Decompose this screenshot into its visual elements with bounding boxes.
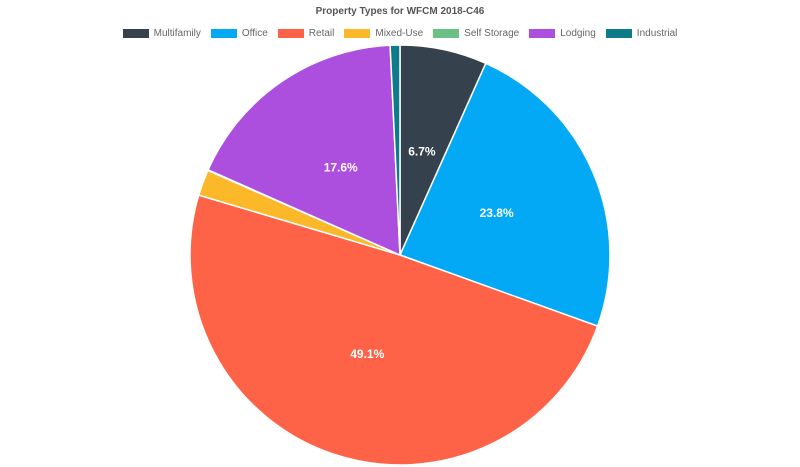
slice-data-label: 6.7% bbox=[408, 144, 436, 158]
legend-item[interactable]: Lodging bbox=[529, 28, 596, 39]
pie-slice-office[interactable] bbox=[398, 62, 611, 328]
legend-item[interactable]: Mixed-Use bbox=[344, 28, 423, 39]
slice-data-label: 23.8% bbox=[480, 206, 514, 220]
legend-item[interactable]: Self Storage bbox=[433, 28, 519, 39]
legend-item[interactable]: Retail bbox=[277, 28, 335, 39]
legend-label: Multifamily bbox=[153, 28, 201, 39]
legend-label: Industrial bbox=[636, 28, 678, 39]
legend-swatch bbox=[122, 29, 149, 38]
legend-swatch bbox=[433, 29, 460, 38]
legend-label: Retail bbox=[308, 28, 335, 39]
legend-label: Mixed-Use bbox=[375, 28, 424, 39]
legend-swatch bbox=[605, 29, 632, 38]
pie-slice-retail[interactable] bbox=[189, 194, 599, 466]
slice-data-label: 49.1% bbox=[350, 347, 384, 361]
legend-label: Self Storage bbox=[464, 28, 520, 39]
legend-swatch bbox=[210, 29, 237, 38]
legend-swatch bbox=[277, 29, 304, 38]
legend-label: Lodging bbox=[560, 28, 596, 39]
legend-label: Office bbox=[241, 28, 268, 39]
legend-swatch bbox=[529, 29, 556, 38]
pie-slice-industrial[interactable] bbox=[389, 44, 401, 256]
legend-item[interactable]: Multifamily bbox=[122, 28, 201, 39]
legend-swatch bbox=[344, 29, 371, 38]
chart-legend: Multifamily Office Retail Mixed-Use Self Sto… bbox=[0, 28, 800, 39]
legend-item[interactable]: Industrial bbox=[605, 28, 678, 39]
slice-data-label: 17.6% bbox=[324, 161, 358, 175]
pie-slice-lodging[interactable] bbox=[207, 44, 401, 257]
chart-title: Property Types for WFCM 2018-C46 bbox=[315, 6, 485, 17]
legend-item[interactable]: Office bbox=[210, 28, 268, 39]
